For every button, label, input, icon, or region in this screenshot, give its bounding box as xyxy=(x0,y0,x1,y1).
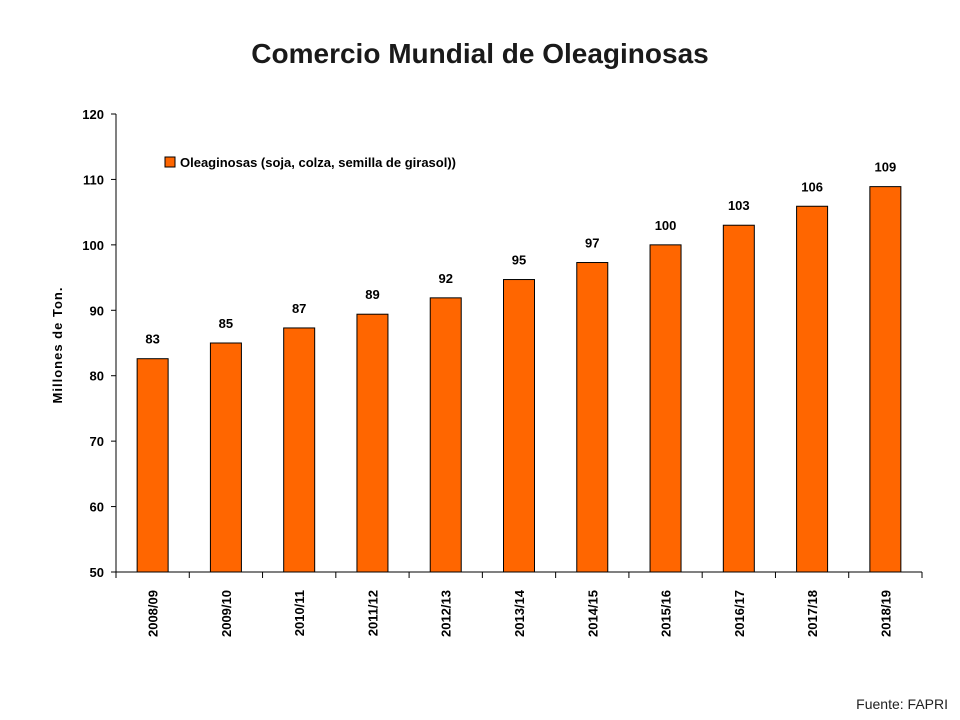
x-tick-label: 2014/15 xyxy=(585,590,600,637)
data-label: 95 xyxy=(512,253,526,268)
bar xyxy=(283,327,316,573)
x-tick-label: 2016/17 xyxy=(732,590,747,637)
data-label: 103 xyxy=(728,198,750,213)
x-tick-label: 2013/14 xyxy=(512,589,527,637)
source-note: Fuente: FAPRI xyxy=(856,696,948,712)
chart-title: Comercio Mundial de Oleaginosas xyxy=(251,38,709,69)
data-label: 100 xyxy=(655,218,677,233)
y-tick-label: 90 xyxy=(90,303,104,318)
bar xyxy=(136,358,169,573)
x-tick-label: 2009/10 xyxy=(219,590,234,637)
y-tick-label: 80 xyxy=(90,369,104,384)
x-tick-label: 2015/16 xyxy=(659,590,674,637)
bar xyxy=(209,342,242,573)
bar xyxy=(356,313,389,573)
data-label: 109 xyxy=(875,160,897,175)
data-label: 85 xyxy=(219,316,233,331)
y-tick-label: 50 xyxy=(90,565,104,580)
x-tick-label: 2011/12 xyxy=(365,590,380,636)
x-tick-label: 2012/13 xyxy=(439,590,454,637)
x-tick-label: 2010/11 xyxy=(292,590,307,636)
x-tick-label: 2008/09 xyxy=(146,590,161,637)
y-tick-label: 120 xyxy=(82,107,104,122)
data-label: 92 xyxy=(438,271,452,286)
bar xyxy=(429,297,462,573)
data-label: 89 xyxy=(365,287,379,302)
bar xyxy=(796,205,829,573)
y-tick-label: 100 xyxy=(82,238,104,253)
bar xyxy=(576,262,609,573)
bar xyxy=(722,224,755,573)
data-label: 97 xyxy=(585,236,599,251)
y-tick-label: 70 xyxy=(90,434,104,449)
y-axis-label: Millones de Ton. xyxy=(50,287,65,404)
legend-label: Oleaginosas (soja, colza, semilla de gir… xyxy=(180,155,456,170)
x-tick-label: 2017/18 xyxy=(805,590,820,637)
data-label: 106 xyxy=(801,179,823,194)
bar xyxy=(649,244,682,573)
bar xyxy=(869,186,902,573)
legend-swatch xyxy=(164,156,176,168)
y-tick-label: 110 xyxy=(83,172,104,187)
data-label: 87 xyxy=(292,301,306,316)
x-tick-label: 2018/19 xyxy=(878,590,893,637)
data-label: 83 xyxy=(145,332,159,347)
bar xyxy=(503,279,535,573)
y-tick-label: 60 xyxy=(90,500,104,515)
